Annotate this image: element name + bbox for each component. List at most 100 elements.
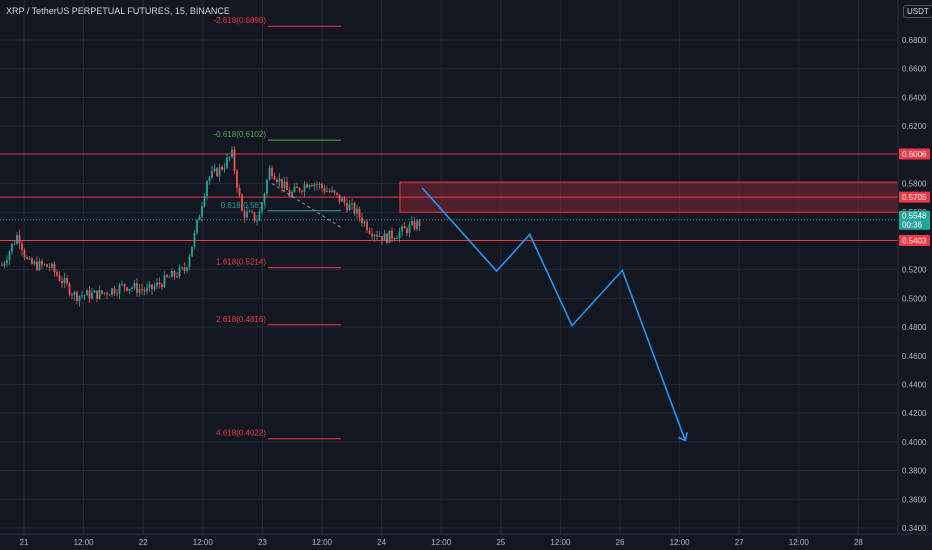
candle (248, 211, 251, 213)
fib-label: -2.618(0.6896) (214, 16, 267, 25)
price-tick-label: 0.6200 (902, 122, 927, 131)
candle (251, 211, 253, 213)
candle (153, 286, 156, 290)
candle (273, 176, 276, 180)
candle (306, 184, 308, 188)
trend-line[interactable] (271, 183, 344, 230)
candle (233, 149, 236, 172)
candle (216, 168, 218, 177)
time-axis[interactable]: 21 12:00 22 12:00 23 12:00 24 12:00 25 12:00 26 12:… (0, 533, 932, 550)
candle (188, 256, 191, 268)
candle (271, 168, 273, 177)
candle (16, 235, 18, 244)
candle (21, 243, 23, 251)
price-axis[interactable]: 0.68000.66000.64000.62000.58000.56000.52… (897, 0, 932, 550)
candle (86, 290, 88, 296)
time-tick-label: 12:00 (74, 538, 95, 547)
candle (133, 283, 136, 288)
time-axis-background (0, 534, 932, 550)
price-tick-label: 0.5800 (902, 180, 927, 189)
price-label-box (899, 148, 930, 160)
price-label: 0.6006 (902, 150, 927, 159)
candle (108, 294, 111, 296)
price-tick-label: 0.6400 (902, 93, 927, 102)
candle (151, 284, 153, 290)
candle (3, 263, 6, 266)
candle (396, 238, 398, 239)
price-label-box (899, 235, 930, 247)
candle (171, 270, 173, 278)
candle (48, 266, 51, 268)
candle (93, 290, 96, 293)
candle (56, 271, 58, 276)
candle (388, 230, 391, 243)
candle (143, 290, 146, 292)
candle (238, 187, 241, 196)
candle (11, 243, 13, 252)
candle (266, 179, 268, 194)
candle (351, 203, 353, 205)
candle (173, 270, 176, 277)
candle (413, 221, 416, 230)
candle (318, 184, 321, 186)
candle (281, 178, 283, 188)
time-tick-label: 23 (258, 538, 267, 547)
candle (343, 198, 346, 203)
candle (263, 193, 266, 203)
price-axis-background (898, 0, 932, 550)
candle (313, 184, 316, 187)
candle (141, 289, 143, 291)
candle (193, 232, 196, 247)
candle (353, 203, 356, 214)
candle (201, 206, 203, 217)
currency-button[interactable]: USDT (903, 5, 932, 18)
candle (23, 250, 26, 257)
candle (6, 260, 8, 264)
candle (286, 181, 288, 191)
candle (61, 280, 63, 284)
candle (146, 287, 148, 292)
price-label: 0.5705 (902, 193, 927, 202)
time-tick-label: 26 (616, 538, 625, 547)
time-tick-label: 27 (735, 538, 744, 547)
projection-path[interactable] (421, 187, 688, 442)
candle (1, 265, 3, 267)
candle (58, 275, 61, 281)
candle (71, 294, 73, 296)
price-tick-label: 0.4000 (902, 438, 927, 447)
candle (8, 251, 11, 261)
time-tick-label: 12:00 (431, 538, 452, 547)
fib-label: 4.618(0.4022) (216, 429, 266, 438)
price-tick-label: 0.4200 (902, 409, 927, 418)
candle (198, 216, 201, 221)
dashed-trend-line[interactable] (271, 183, 344, 230)
candle (346, 202, 348, 211)
fib-label: 0.618(0.561) (221, 201, 267, 210)
candle (116, 293, 118, 295)
candle (51, 263, 53, 268)
horizontal-lines[interactable] (0, 153, 898, 242)
candle (18, 235, 21, 244)
candle (81, 295, 83, 297)
candle (41, 260, 43, 265)
candle (246, 211, 248, 218)
fibonacci-levels[interactable]: -2.618(0.6896) -0.618(0.6102) 0.618(0.561)… (214, 16, 341, 440)
time-tick-label: 12:00 (789, 538, 810, 547)
candle (398, 231, 401, 239)
candle (363, 221, 366, 224)
candle (253, 212, 256, 221)
price-tick-label: 0.3400 (902, 524, 927, 533)
candle (326, 190, 328, 192)
candle (258, 211, 261, 221)
candle (371, 233, 373, 237)
candle (166, 274, 168, 277)
candle (101, 290, 103, 294)
time-tick-label: 12:00 (312, 538, 333, 547)
candle (156, 282, 158, 287)
candle (283, 181, 286, 188)
projection-line[interactable] (421, 187, 686, 441)
candle (333, 190, 336, 193)
candle (161, 284, 163, 288)
candle (223, 167, 226, 170)
